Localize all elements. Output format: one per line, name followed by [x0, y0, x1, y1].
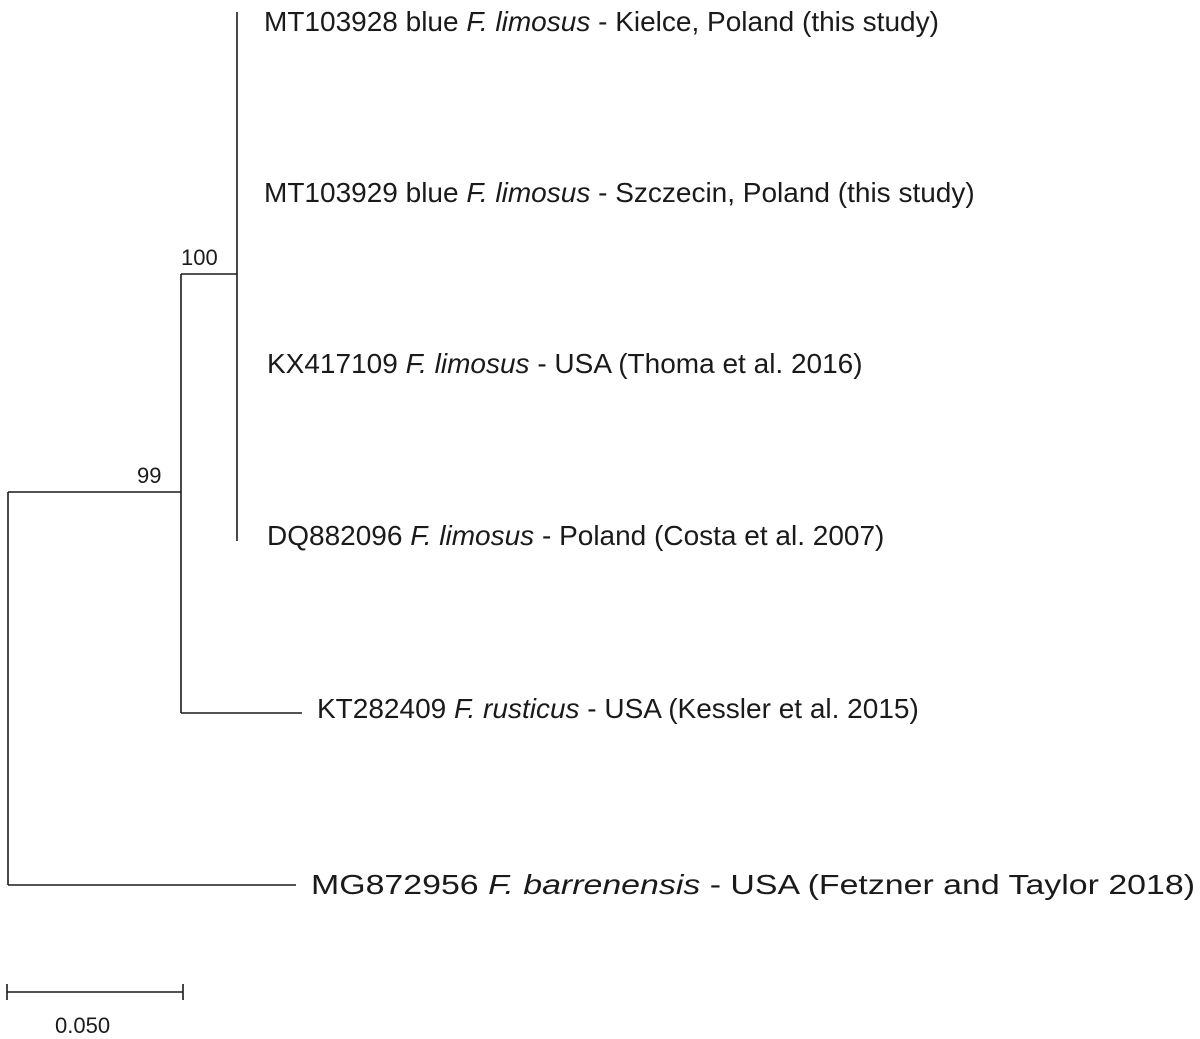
taxon-accession: MT103929 blue: [264, 177, 466, 208]
taxon-locality: - USA (Kessler et al. 2015): [580, 693, 919, 724]
taxon-label-kt282409: KT282409 F. rusticus - USA (Kessler et a…: [317, 693, 919, 724]
taxon-labels: MT103928 blue F. limosus - Kielce, Polan…: [264, 6, 1195, 900]
taxon-label-dq882096: DQ882096 F. limosus - Poland (Costa et a…: [267, 520, 884, 551]
taxon-locality: - USA (Thoma et al. 2016): [530, 348, 863, 379]
taxon-label-mt103929: MT103929 blue F. limosus - Szczecin, Pol…: [264, 177, 975, 208]
taxon-locality: - Poland (Costa et al. 2007): [534, 520, 884, 551]
taxon-accession: KX417109: [267, 348, 406, 379]
bootstrap-label-limosus-rusticus: 99: [137, 463, 161, 488]
taxon-label-mt103928: MT103928 blue F. limosus - Kielce, Polan…: [264, 6, 939, 37]
taxon-species: F. barrenensis: [488, 869, 700, 900]
tree-branches: [7, 12, 302, 886]
taxon-accession: MT103928 blue: [264, 6, 466, 37]
taxon-locality: - USA (Fetzner and Taylor 2018): [700, 869, 1195, 900]
taxon-species: F. limosus: [406, 348, 530, 379]
scale-bar: 0.050: [6, 984, 184, 1038]
taxon-locality: - Kielce, Poland (this study): [590, 6, 939, 37]
taxon-locality: - Szczecin, Poland (this study): [590, 177, 974, 208]
scale-bar-label: 0.050: [55, 1013, 110, 1038]
taxon-species: F. limosus: [466, 6, 590, 37]
taxon-species: F. limosus: [466, 177, 590, 208]
taxon-label-kx417109: KX417109 F. limosus - USA (Thoma et al. …: [267, 348, 863, 379]
taxon-species: F. rusticus: [454, 693, 580, 724]
bootstrap-label-limosus: 100: [181, 245, 218, 270]
taxon-accession: DQ882096: [267, 520, 410, 551]
taxon-accession: KT282409: [317, 693, 454, 724]
taxon-label-mg872956: MG872956 F. barrenensis - USA (Fetzner a…: [311, 869, 1195, 900]
taxon-species: F. limosus: [410, 520, 534, 551]
taxon-accession: MG872956: [311, 869, 488, 900]
